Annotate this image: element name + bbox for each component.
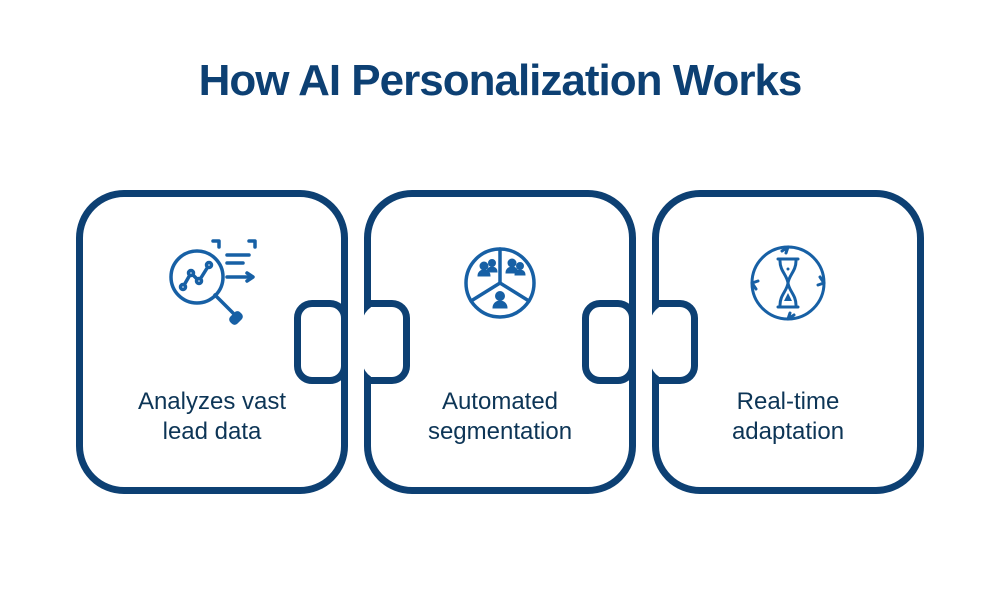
label-line: segmentation: [428, 418, 572, 445]
connector-in: [653, 300, 698, 384]
label-line: Real-time: [737, 388, 840, 415]
realtime-icon: [738, 233, 838, 338]
segmentation-icon: [450, 233, 550, 338]
page-title: How AI Personalization Works: [0, 56, 1000, 106]
card-row: Analyzes vast lead data: [0, 190, 1000, 494]
label-line: Analyzes vast: [138, 388, 286, 415]
connector-out: [294, 300, 348, 384]
card-segmentation: Automated segmentation: [364, 190, 636, 494]
card-analyze: Analyzes vast lead data: [76, 190, 348, 494]
label-line: Automated: [442, 388, 558, 415]
label-line: lead data: [163, 418, 262, 445]
card-realtime: Real-time adaptation: [652, 190, 924, 494]
label-line: adaptation: [732, 418, 844, 445]
card-label: Real-time adaptation: [659, 387, 917, 447]
analyze-icon: [157, 233, 267, 338]
card-label: Automated segmentation: [371, 387, 629, 447]
connector-out: [582, 300, 636, 384]
infographic: How AI Personalization Works: [0, 0, 1000, 615]
card-label: Analyzes vast lead data: [83, 387, 341, 447]
connector-in: [365, 300, 410, 384]
